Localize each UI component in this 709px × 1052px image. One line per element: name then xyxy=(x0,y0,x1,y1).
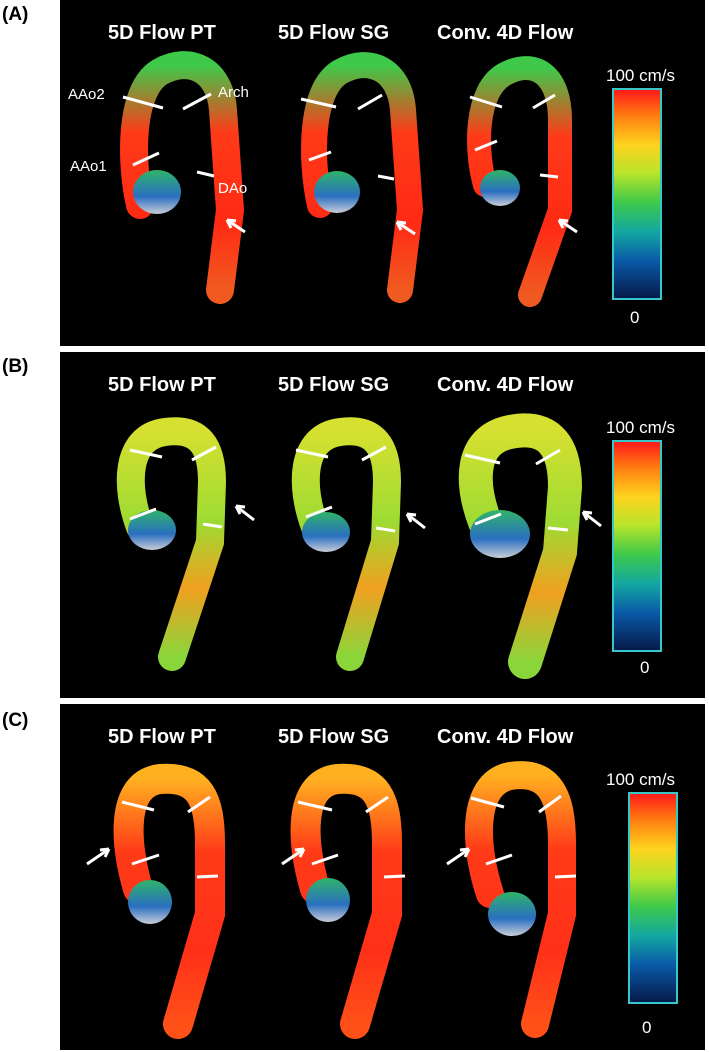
velocity-colorbar xyxy=(612,440,662,652)
column-title-pt: 5D Flow PT xyxy=(108,726,216,748)
aorta-sg xyxy=(291,417,426,671)
arrow-icon xyxy=(86,847,111,866)
column-title-4d: Conv. 4D Flow xyxy=(437,726,574,748)
arrow-icon xyxy=(225,218,246,234)
scale-max-label: 100 cm/s xyxy=(606,66,675,85)
label-aao2: AAo2 xyxy=(68,86,105,103)
arrow-icon xyxy=(557,218,578,234)
velocity-colorbar xyxy=(612,88,662,300)
scale-max-label: 100 cm/s xyxy=(606,418,675,437)
column-title-4d: Conv. 4D Flow xyxy=(437,22,574,44)
marker-dao xyxy=(196,170,215,178)
panel-b: 5D Flow PT 5D Flow SG Conv. 4D Flow xyxy=(60,352,705,698)
panel-a-aorta-renderings xyxy=(120,51,578,307)
scale-min-label: 0 xyxy=(630,308,640,327)
scale-max-label: 100 cm/s xyxy=(606,770,675,789)
arrow-icon xyxy=(234,504,255,522)
column-title-sg: 5D Flow SG xyxy=(278,22,390,44)
panel-c: 5D Flow PT 5D Flow SG Conv. 4D Flow xyxy=(60,704,705,1050)
column-title-pt: 5D Flow PT xyxy=(108,22,216,44)
arrow-icon xyxy=(405,512,426,530)
panel-c-aorta-renderings xyxy=(86,761,577,1039)
label-aao1: AAo1 xyxy=(70,158,107,175)
aorta-4d xyxy=(467,56,578,307)
marker-arch xyxy=(182,92,212,111)
arrow-icon xyxy=(281,847,306,866)
aorta-pt xyxy=(86,763,225,1039)
label-dao: DAo xyxy=(218,180,248,197)
panel-c-label: (C) xyxy=(2,710,29,731)
column-title-sg: 5D Flow SG xyxy=(278,374,390,396)
velocity-colorbar xyxy=(628,792,678,1004)
panel-a: 5D Flow PT 5D Flow SG Conv. 4D Flow xyxy=(60,0,705,346)
scale-min-label: 0 xyxy=(640,658,650,677)
scale-min-label: 0 xyxy=(642,1018,652,1037)
aorta-sg xyxy=(300,52,424,303)
marker-aao1 xyxy=(132,151,160,167)
aorta-pt xyxy=(120,51,246,304)
label-arch: Arch xyxy=(218,84,249,101)
panel-a-label: (A) xyxy=(2,4,29,25)
aorta-4d xyxy=(458,413,602,679)
aorta-pt xyxy=(116,417,255,671)
aorta-sg xyxy=(281,763,406,1039)
arrow-icon xyxy=(446,847,471,866)
panel-b-aorta-renderings xyxy=(116,413,602,679)
aorta-4d xyxy=(446,761,577,1038)
column-title-4d: Conv. 4D Flow xyxy=(437,374,574,396)
column-title-sg: 5D Flow SG xyxy=(278,726,390,748)
marker-aao2 xyxy=(122,95,164,110)
arrow-icon xyxy=(395,220,416,236)
column-title-pt: 5D Flow PT xyxy=(108,374,216,396)
arrow-icon xyxy=(581,510,602,528)
panel-b-label: (B) xyxy=(2,356,29,377)
